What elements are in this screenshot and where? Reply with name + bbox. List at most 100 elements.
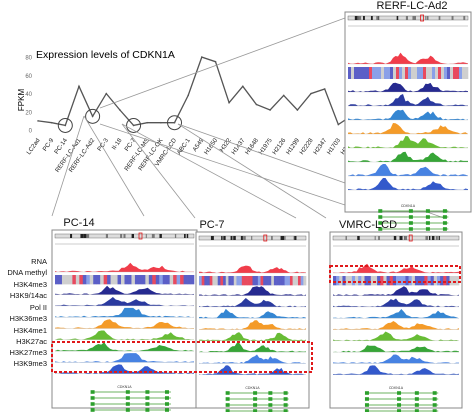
methyl-bar [239, 276, 243, 286]
signal-track [199, 354, 306, 364]
methyl-bar [134, 275, 139, 285]
gene-exon [397, 403, 402, 407]
ideogram-band [271, 236, 273, 240]
methyl-bar [276, 276, 280, 286]
ideogram-band [404, 236, 407, 240]
methyl-bar [444, 67, 448, 79]
ideogram-band [210, 236, 214, 240]
methyl-bar [369, 67, 373, 79]
methyl-bar [426, 67, 430, 79]
gene-exon [364, 403, 369, 407]
signal-track [348, 82, 468, 92]
ideogram-band [463, 16, 466, 20]
data-point [241, 85, 244, 88]
ideogram-band [426, 16, 429, 20]
y-axis-label: FPKM [17, 89, 26, 112]
methyl-bar [396, 67, 400, 79]
gene-exon [125, 396, 130, 400]
signal-track [348, 164, 468, 176]
methyl-bar [110, 275, 115, 285]
track-label: Pol II [30, 303, 47, 312]
ideogram-band [293, 236, 295, 240]
methyl-bar [249, 276, 253, 286]
track-label: H3K36me3 [9, 314, 47, 323]
methyl-bar [441, 67, 445, 79]
ideogram-band [393, 236, 397, 240]
gene-exon [364, 409, 369, 412]
gene-exon [397, 409, 402, 412]
methyl-bar [297, 276, 301, 286]
methyl-bar [373, 276, 378, 286]
methyl-bar [75, 275, 80, 285]
methyl-bar [423, 67, 427, 79]
signal-track [348, 94, 468, 106]
methyl-bar [241, 276, 245, 286]
data-point [255, 103, 258, 106]
ideogram-band [230, 236, 233, 240]
methyl-bar [377, 276, 381, 286]
methyl-bar [399, 67, 403, 79]
ideogram-band [123, 234, 126, 238]
methyl-bar [420, 67, 424, 79]
methyl-bar [358, 276, 362, 286]
gene-exon [442, 209, 447, 213]
x-tick-label: LC2ad [25, 137, 42, 156]
methyl-bar [300, 276, 304, 286]
track-labels: RNA DNA methyl H3K4me3 H3K9/14ac Pol II H3K36… [7, 257, 47, 368]
signal-track [348, 178, 468, 190]
methyl-bar [357, 67, 361, 79]
methyl-bar [380, 276, 384, 286]
gene-exon [414, 391, 419, 395]
data-point [37, 120, 39, 122]
ideogram-band [159, 234, 162, 238]
methyl-bar [378, 67, 382, 79]
methyl-bar [228, 276, 232, 286]
methyl-bar [342, 276, 346, 286]
ideogram-band [151, 234, 155, 238]
gene-exon [425, 227, 430, 231]
methyl-bar [370, 276, 375, 286]
ideogram-band [131, 234, 134, 238]
gene-name: CDKN1A [117, 385, 132, 389]
methyl-bar [176, 275, 181, 285]
signal-track [199, 332, 306, 341]
methyl-bar [82, 275, 87, 285]
gene-name: CDKN1A [389, 386, 404, 390]
data-point [91, 115, 94, 118]
gene-exon [432, 409, 437, 412]
methyl-bar [124, 275, 129, 285]
methyl-bar [438, 67, 442, 79]
methyl-bar [435, 67, 439, 79]
ideogram-band [425, 236, 429, 240]
gene-exon [225, 391, 230, 395]
methyl-bar [430, 276, 435, 286]
methyl-bar [363, 67, 367, 79]
methyl-bar [173, 275, 177, 285]
methyl-bar [212, 276, 216, 286]
methyl-bar [355, 276, 359, 286]
panel-frame [344, 11, 472, 213]
methyl-bar [456, 67, 460, 79]
ideogram-band [405, 16, 409, 20]
methyl-bar [384, 67, 388, 79]
ideogram-marker [420, 14, 425, 22]
methyl-bar [459, 67, 463, 79]
gene-exon [253, 391, 258, 395]
ideogram-band [243, 236, 246, 240]
gene-exon [414, 397, 419, 401]
data-point [132, 124, 135, 127]
gene-exon [145, 402, 150, 406]
ideogram-band [284, 236, 286, 240]
gene-exon [442, 227, 447, 231]
methyl-bar [265, 276, 269, 286]
signal-track [333, 345, 459, 353]
methyl-bar [450, 67, 454, 79]
gene-exon [164, 408, 169, 412]
gene-exon [268, 403, 273, 407]
methyl-bar [209, 276, 213, 286]
methyl-bar [201, 276, 205, 286]
gene-exon [442, 215, 447, 219]
signal-track [199, 265, 306, 273]
methyl-bar [79, 275, 84, 285]
methyl-bar [131, 275, 136, 285]
